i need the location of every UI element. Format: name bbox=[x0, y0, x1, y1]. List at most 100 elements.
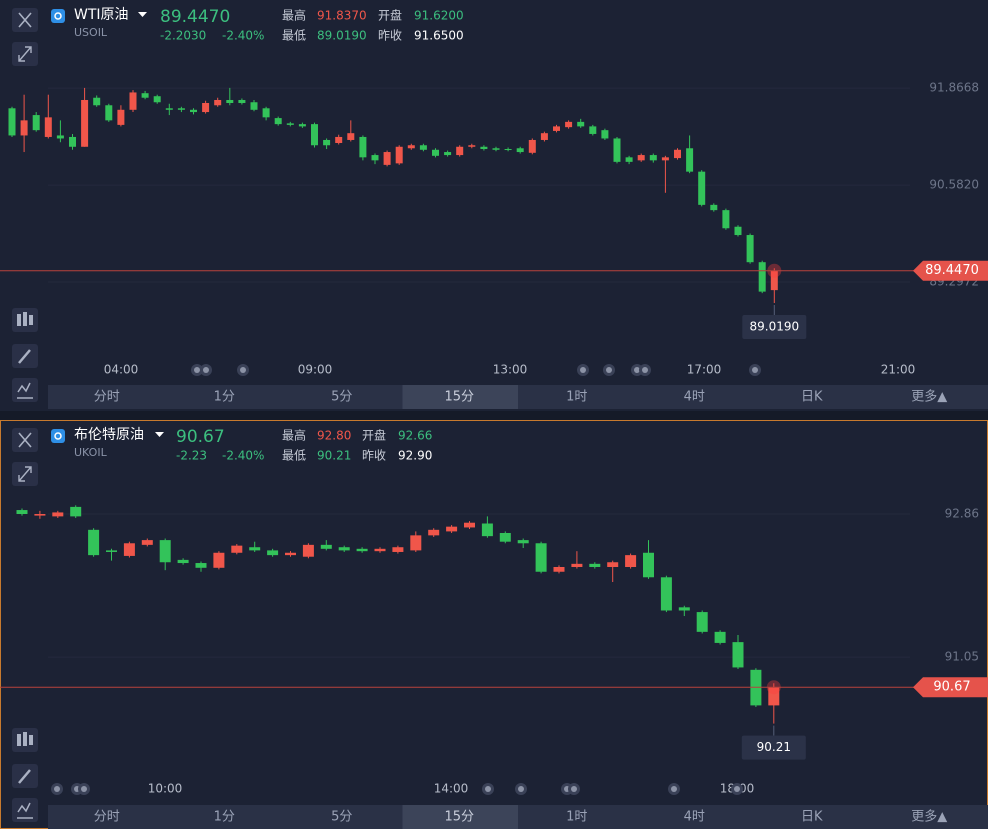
event-marker-dot bbox=[642, 367, 648, 373]
candle-body bbox=[214, 99, 222, 106]
y-tick-label: 90.5820 bbox=[929, 178, 979, 192]
candle-body bbox=[8, 108, 16, 136]
candle-body bbox=[758, 262, 766, 292]
draw-icon bbox=[18, 769, 31, 784]
stat-value: 89.0190 bbox=[317, 29, 367, 43]
candle-body bbox=[44, 117, 52, 137]
symbol-dropdown[interactable] bbox=[138, 12, 147, 17]
timeframe-tab[interactable]: 5分 bbox=[331, 810, 352, 825]
y-tick-label: 91.05 bbox=[945, 650, 979, 664]
candle-body bbox=[190, 109, 197, 113]
candle-body bbox=[383, 152, 391, 165]
candle-body bbox=[374, 548, 386, 552]
x-tick-label: 14:00 bbox=[434, 782, 469, 796]
timeframe-tab[interactable]: 分时 bbox=[94, 810, 120, 825]
candle-body bbox=[589, 563, 601, 567]
candle-body bbox=[285, 552, 296, 556]
candle-body bbox=[732, 642, 744, 668]
timeframe-tab[interactable]: 15分 bbox=[444, 810, 474, 825]
stat-value: 92.80 bbox=[317, 429, 351, 443]
timeframe-tab[interactable]: 5分 bbox=[331, 390, 352, 405]
chart-type-icon bbox=[17, 382, 33, 399]
stat-label: 开盘 bbox=[378, 8, 402, 23]
symbol-name[interactable]: 布伦特原油 bbox=[74, 427, 144, 443]
candle-body bbox=[311, 124, 318, 146]
candle-body bbox=[698, 171, 706, 205]
candle-body bbox=[660, 577, 672, 611]
timeframe-tab[interactable]: 日K bbox=[801, 810, 823, 825]
event-marker-dot bbox=[518, 786, 524, 792]
current-price-tag bbox=[913, 260, 988, 281]
timeframe-tab[interactable]: 日K bbox=[801, 390, 823, 405]
last-price: 90.67 bbox=[176, 427, 225, 447]
timeframe-tab[interactable]: 1分 bbox=[214, 390, 235, 405]
x-tick-label: 21:00 bbox=[881, 363, 916, 377]
event-marker-dot bbox=[606, 367, 612, 373]
low-label: 89.0190 bbox=[749, 320, 799, 334]
event-marker-dot bbox=[571, 786, 577, 792]
symbol-code: USOIL bbox=[74, 26, 108, 39]
timeframe-tab[interactable]: 更多▲ bbox=[911, 809, 947, 825]
candle-body bbox=[456, 146, 464, 156]
candle-body bbox=[674, 149, 681, 159]
price-change: -2.23 bbox=[176, 449, 207, 463]
candle-body bbox=[528, 139, 536, 153]
expand-icon bbox=[18, 46, 32, 62]
candle-body bbox=[52, 512, 64, 517]
candle-body bbox=[710, 204, 718, 211]
event-marker-dot bbox=[752, 367, 758, 373]
x-tick-label: 10:00 bbox=[148, 782, 183, 796]
candle-body bbox=[56, 135, 64, 139]
candle-body bbox=[238, 99, 246, 104]
stat-label: 昨收 bbox=[362, 449, 386, 463]
candle-body bbox=[392, 547, 404, 552]
candle-body bbox=[323, 139, 331, 146]
draw-icon bbox=[18, 349, 31, 364]
stat-label: 昨收 bbox=[378, 29, 402, 43]
separator bbox=[0, 411, 988, 420]
timeframe-tab[interactable]: 1时 bbox=[566, 810, 587, 825]
current-price-tag bbox=[913, 677, 988, 698]
candle-body bbox=[141, 93, 149, 98]
price-change-pct: -2.40% bbox=[222, 449, 264, 463]
candle-body bbox=[226, 99, 234, 104]
timeframe-tab[interactable]: 15分 bbox=[444, 390, 474, 405]
timeframe-tab[interactable]: 1分 bbox=[214, 810, 235, 825]
low-callout bbox=[741, 735, 806, 760]
event-marker-dot bbox=[194, 367, 200, 373]
x-tick-label: 17:00 bbox=[687, 363, 722, 377]
symbol-name[interactable]: WTI原油 bbox=[74, 7, 129, 23]
y-tick-label: 92.86 bbox=[945, 507, 979, 521]
event-marker-dot bbox=[54, 786, 60, 792]
candle-body bbox=[320, 544, 332, 549]
stat-value: 91.6500 bbox=[414, 29, 464, 43]
stat-value: 90.21 bbox=[317, 449, 351, 463]
candle-body bbox=[34, 514, 46, 516]
event-marker-dot bbox=[580, 367, 586, 373]
stat-label: 最高 bbox=[282, 428, 306, 443]
symbol-dropdown[interactable] bbox=[155, 432, 164, 437]
candle-body bbox=[335, 136, 343, 143]
candle-body bbox=[770, 270, 778, 291]
candle-body bbox=[661, 157, 669, 161]
candle-body bbox=[613, 138, 621, 162]
price-change-pct: -2.40% bbox=[222, 29, 264, 43]
candle-body bbox=[249, 547, 261, 551]
candle-body bbox=[106, 550, 117, 552]
timeframe-tab[interactable]: 更多▲ bbox=[911, 389, 947, 405]
timeframe-tab[interactable]: 4时 bbox=[684, 390, 705, 405]
candle-body bbox=[649, 155, 657, 161]
timeframe-tab[interactable]: 1时 bbox=[566, 390, 587, 405]
low-label: 90.21 bbox=[757, 740, 791, 754]
candle-body bbox=[686, 148, 694, 172]
candle-body bbox=[444, 152, 452, 156]
candle-body bbox=[516, 148, 524, 153]
candle-body bbox=[553, 566, 565, 572]
symbol-logo bbox=[51, 9, 65, 23]
event-marker-dot bbox=[203, 367, 209, 373]
timeframe-tab[interactable]: 4时 bbox=[684, 810, 705, 825]
candle-body bbox=[347, 133, 355, 140]
candle-body bbox=[105, 105, 113, 121]
timeframe-tab[interactable]: 分时 bbox=[94, 390, 120, 405]
